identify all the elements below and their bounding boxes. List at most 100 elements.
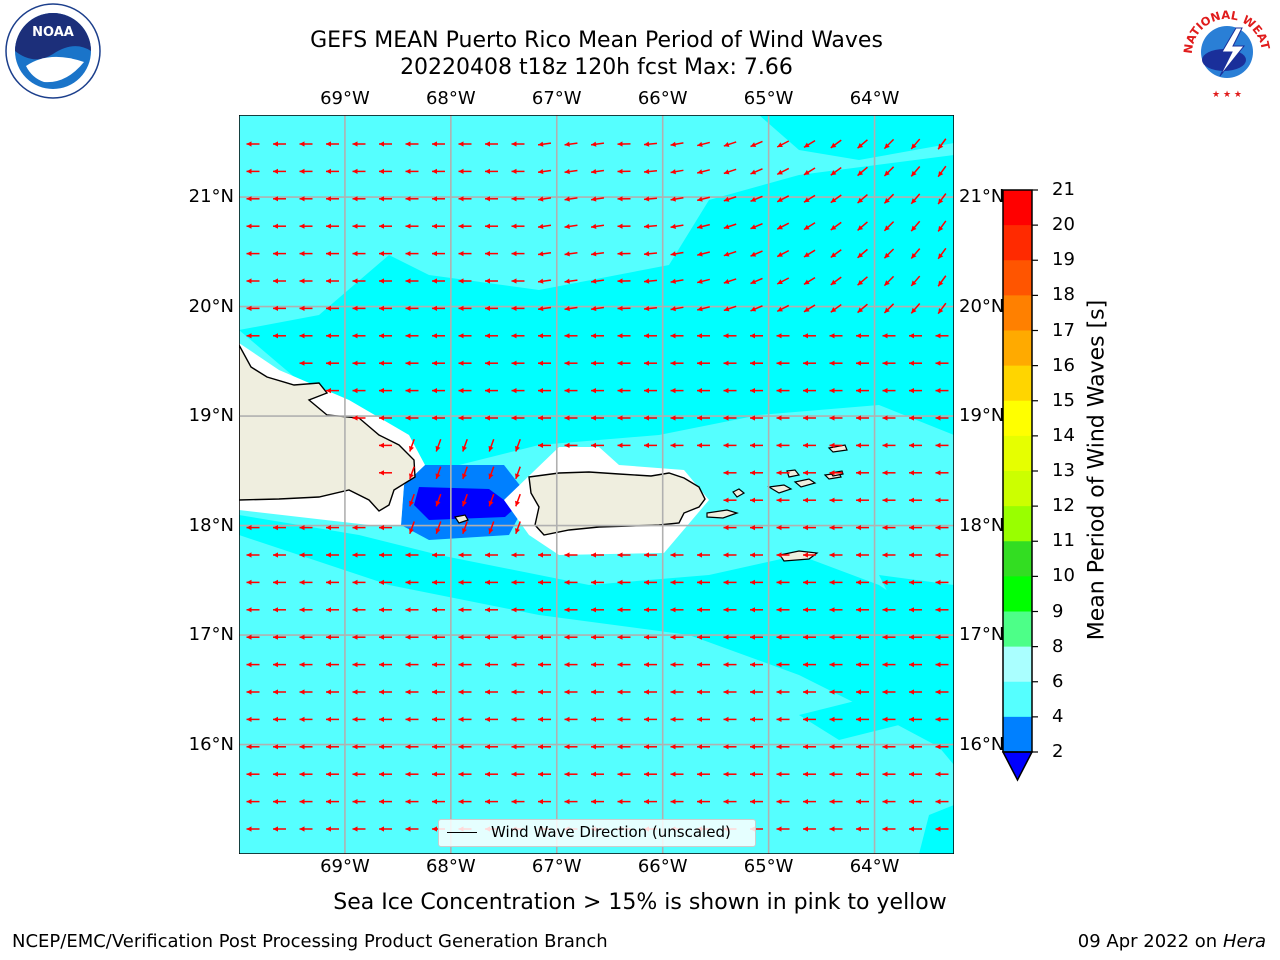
wind-wave-arrow [830,276,842,286]
wind-wave-arrow [591,579,604,585]
colorbar-tick-label: 20 [1052,214,1075,236]
wind-wave-arrow [776,222,790,230]
wind-wave-arrow [829,689,843,695]
wind-wave-arrow [246,333,260,339]
wind-wave-arrow [511,799,525,805]
wind-wave-arrow [803,607,816,613]
wind-wave-arrow [723,497,737,503]
wind-wave-arrow [299,799,313,805]
wind-wave-arrow [564,388,578,394]
wind-wave-arrow [538,634,551,640]
wind-wave-arrow [617,634,631,640]
colorbar [1002,189,1038,782]
wind-wave-arrow [856,771,869,777]
wind-wave-arrow [432,415,445,421]
lat-tick-label-left: 17°N [188,624,234,646]
wind-wave-arrow [856,552,869,558]
wind-wave-arrow [856,579,869,585]
wind-wave-arrow [935,442,949,448]
wind-wave-arrow [352,223,366,229]
wind-wave-arrow [564,662,578,668]
lon-tick-label-top: 67°W [531,88,582,109]
wind-wave-arrow [326,168,339,174]
wind-wave-arrow [511,634,525,640]
wind-wave-arrow [750,360,763,366]
wind-wave-arrow [882,771,896,777]
wind-wave-arrow [937,275,947,287]
wind-wave-arrow [750,799,763,805]
wind-wave-arrow [750,140,763,148]
wind-wave-arrow [829,552,843,558]
wind-wave-arrow [537,306,552,312]
wind-wave-arrow [246,141,260,147]
wind-wave-arrow [458,552,472,558]
wind-wave-arrow [485,388,498,394]
wind-wave-arrow [670,223,684,230]
wind-wave-arrow [909,716,922,722]
wind-wave-arrow [538,744,551,750]
wind-wave-arrow [538,388,551,394]
wind-wave-arrow [515,439,521,452]
wind-wave-arrow [246,826,260,832]
wind-wave-arrow [617,771,631,777]
wind-wave-arrow [462,466,468,480]
wind-wave-arrow [643,141,658,147]
wind-wave-arrow [883,166,895,177]
wind-wave-arrow [670,579,684,585]
wind-wave-arrow [591,333,604,339]
wind-wave-arrow [538,552,551,558]
wind-wave-arrow [409,493,415,507]
wind-wave-arrow [803,360,816,366]
wind-wave-arrow [246,662,260,668]
wind-wave-arrow [776,415,790,421]
wind-wave-arrow [564,360,578,366]
wind-wave-arrow [432,360,445,366]
wind-wave-arrow [511,771,525,777]
wind-wave-arrow [830,166,842,176]
colorbar-title: Mean Period of Wind Waves [s] [1084,299,1110,641]
wind-wave-arrow [405,415,419,421]
wind-wave-arrow [909,388,922,394]
noaa-logo-text: NOAA [32,25,74,40]
wind-wave-arrow [379,333,392,339]
colorbar-band [1003,400,1032,437]
wind-wave-arrow [750,222,763,230]
wind-wave-arrow [538,579,551,585]
wind-wave-arrow [723,552,737,558]
wind-wave-arrow [405,388,419,394]
wind-wave-arrow [246,716,260,722]
wind-wave-arrow [485,716,498,722]
wind-wave-arrow [352,525,366,531]
wind-wave-arrow [670,251,684,257]
wind-wave-arrow [458,223,472,229]
wind-wave-arrow [750,662,763,668]
wind-wave-arrow [644,607,657,613]
wind-wave-arrow [352,552,366,558]
wind-wave-arrow [299,607,313,613]
wind-wave-arrow [564,634,578,640]
wind-wave-arrow [458,744,472,750]
wind-wave-arrow [564,799,578,805]
wave-period-band-6-8 [239,115,954,330]
wind-wave-arrow [617,744,631,750]
wind-wave-arrow [829,333,843,339]
wind-wave-arrow [776,525,790,531]
wind-wave-arrow [670,333,684,339]
wind-wave-arrow [458,333,472,339]
wind-wave-arrow [511,305,525,311]
wind-wave-arrow [273,251,286,257]
wind-wave-arrow [857,276,868,286]
wind-wave-arrow [326,689,339,695]
wind-wave-arrow [697,662,710,668]
wind-wave-arrow [537,141,552,147]
wind-wave-arrow [883,193,895,204]
wind-wave-arrow [803,167,816,176]
wind-wave-arrow [856,744,869,750]
wind-wave-arrow [538,607,551,613]
wind-wave-arrow [538,360,551,366]
wind-wave-arrow [643,278,658,284]
wind-wave-arrow [910,302,921,314]
wind-wave-arrow [909,689,922,695]
wind-wave-arrow [273,634,286,640]
wind-wave-arrow [935,826,949,832]
